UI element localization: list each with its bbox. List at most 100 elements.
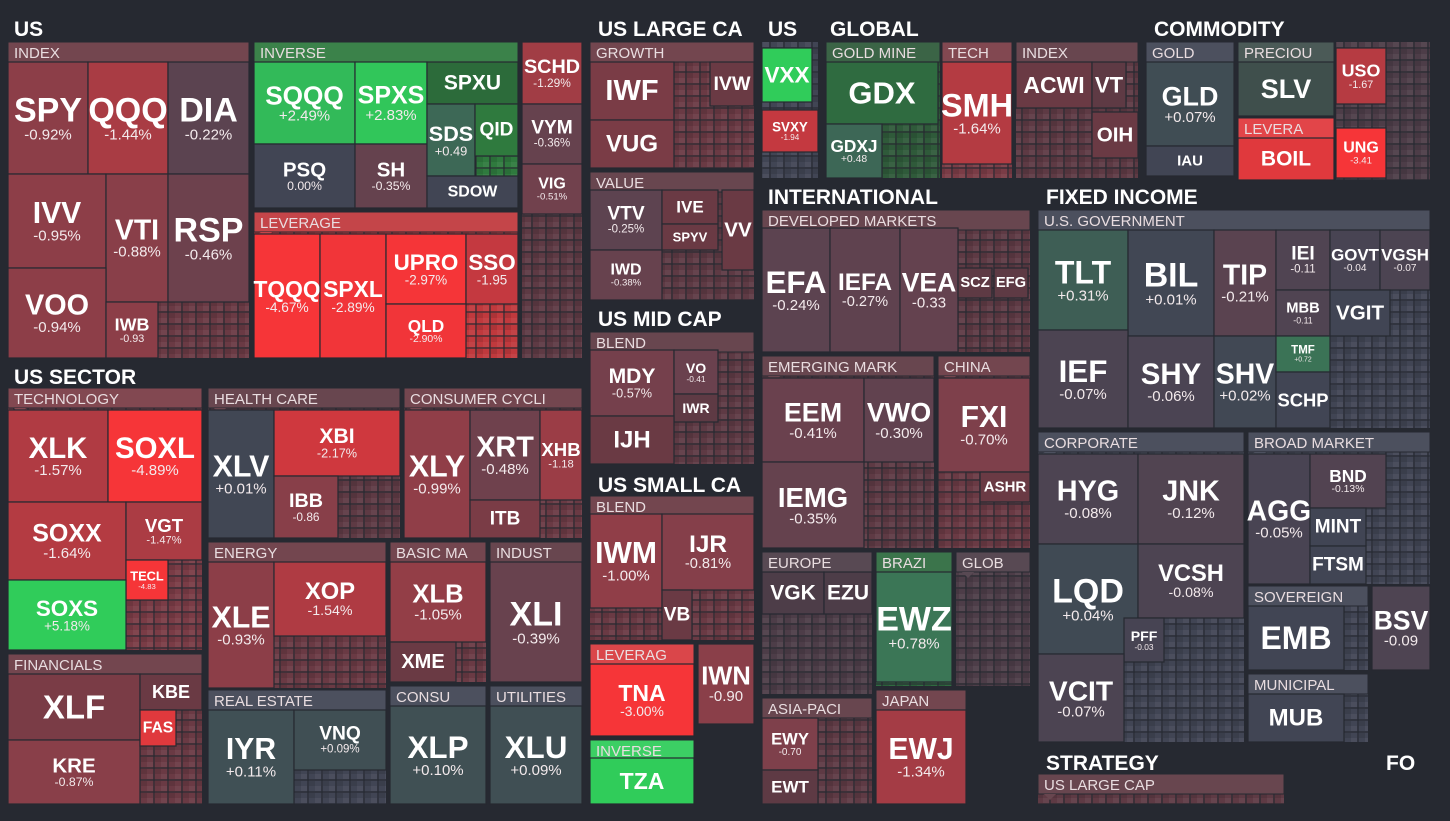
tile-ticker[interactable]: SH <box>377 158 405 181</box>
tile[interactable] <box>1091 111 1139 159</box>
tile-change[interactable]: -0.35% <box>789 510 837 527</box>
tile-ticker[interactable]: GDXJ <box>830 136 877 156</box>
tile-change[interactable]: +0.01% <box>215 481 266 498</box>
tile-ticker[interactable]: EZU <box>827 582 869 605</box>
tile[interactable] <box>1371 585 1431 671</box>
tile-ticker[interactable]: XLU <box>505 730 568 765</box>
tile[interactable] <box>1145 61 1235 147</box>
tile-ticker[interactable]: TECL <box>130 569 164 584</box>
tile-ticker[interactable]: GDX <box>848 76 916 111</box>
tile-change[interactable]: +0.09% <box>320 744 359 756</box>
tile-ticker[interactable]: SHV <box>1216 359 1274 391</box>
tile-change[interactable]: -1.05% <box>414 606 462 623</box>
tile-change[interactable]: -0.11 <box>1293 315 1313 325</box>
tile-ticker[interactable]: VV <box>724 219 752 242</box>
tile-ticker[interactable]: XHB <box>541 439 580 460</box>
tile[interactable] <box>521 163 583 215</box>
tile-ticker[interactable]: USO <box>1342 61 1381 81</box>
tile-ticker[interactable]: SPY <box>14 92 82 130</box>
tile[interactable] <box>1309 453 1387 509</box>
tile[interactable] <box>389 561 487 643</box>
tile-ticker[interactable]: VGIT <box>1336 302 1384 325</box>
tile-change[interactable]: -1.57% <box>34 462 82 479</box>
tile-change[interactable]: +0.31% <box>1057 288 1108 305</box>
tile[interactable] <box>207 709 295 805</box>
tile-change[interactable]: -2.17% <box>317 447 357 461</box>
tile[interactable] <box>957 267 993 299</box>
tile[interactable] <box>7 501 127 581</box>
tile-ticker[interactable]: VGK <box>770 582 816 605</box>
tile[interactable] <box>1329 229 1381 291</box>
tile-ticker[interactable]: IVE <box>676 198 703 217</box>
tile-change[interactable]: -0.92% <box>24 127 72 144</box>
tile[interactable] <box>1127 335 1215 429</box>
tile-ticker[interactable]: VWO <box>867 398 931 428</box>
tile-ticker[interactable]: XME <box>401 651 444 673</box>
tile[interactable] <box>474 103 519 157</box>
tile-change[interactable]: +0.02% <box>1219 388 1270 405</box>
tile-change[interactable]: -1.34% <box>897 764 945 781</box>
tile-ticker[interactable]: IWB <box>115 315 150 335</box>
tile-ticker[interactable]: TZA <box>620 768 665 794</box>
tile[interactable] <box>489 561 583 683</box>
tile-change[interactable]: -4.89% <box>131 462 179 479</box>
tile[interactable] <box>697 643 755 725</box>
tile-change[interactable]: -0.06% <box>1147 388 1195 405</box>
tile-ticker[interactable]: ACWI <box>1023 72 1084 98</box>
tile-ticker[interactable]: DIA <box>179 92 238 130</box>
tile-ticker[interactable]: IBB <box>289 490 323 512</box>
tile-ticker[interactable]: FXI <box>961 401 1008 434</box>
tile[interactable] <box>589 249 663 301</box>
tile[interactable] <box>403 409 471 539</box>
tile[interactable] <box>389 705 487 805</box>
tile-ticker[interactable]: VXX <box>764 63 809 88</box>
tile-change[interactable]: -1.95 <box>477 273 508 288</box>
tile-change[interactable]: -1.54% <box>308 603 353 619</box>
tile-change[interactable]: 0.00% <box>287 179 322 193</box>
tile-ticker[interactable]: SVXY <box>772 119 808 134</box>
tile[interactable] <box>825 61 939 125</box>
tile[interactable] <box>469 409 541 501</box>
tile[interactable] <box>125 559 169 601</box>
tile-change[interactable]: -0.94% <box>33 319 81 336</box>
tile[interactable] <box>589 61 675 121</box>
tile[interactable] <box>7 739 141 805</box>
tile-change[interactable]: -4.67% <box>265 300 308 315</box>
tile[interactable] <box>105 301 159 359</box>
tile[interactable] <box>426 175 519 209</box>
tile-ticker[interactable]: SDOW <box>448 184 499 201</box>
tile-change[interactable]: -0.12% <box>1167 505 1215 522</box>
tile-ticker[interactable]: XLP <box>407 730 468 765</box>
tile-change[interactable]: +0.07% <box>1164 109 1215 126</box>
tile[interactable] <box>125 501 203 561</box>
tile-ticker[interactable]: BSV <box>1374 606 1429 636</box>
tile-change[interactable]: -0.27% <box>842 294 888 310</box>
tile-change[interactable]: -0.70 <box>779 747 802 758</box>
tile-ticker[interactable]: SPXL <box>323 276 383 302</box>
tile-change[interactable]: +0.11% <box>226 764 276 781</box>
tile[interactable] <box>761 47 813 103</box>
tile[interactable] <box>354 143 428 209</box>
tile[interactable] <box>1213 229 1277 337</box>
tile-ticker[interactable]: VCSH <box>1158 561 1224 587</box>
tile-ticker[interactable]: SCZ <box>960 275 989 291</box>
tile-ticker[interactable]: VIG <box>538 176 566 193</box>
tile-ticker[interactable]: SOXL <box>115 432 195 465</box>
tile-ticker[interactable]: SOXX <box>32 520 102 548</box>
tile-ticker[interactable]: SOXS <box>36 596 98 621</box>
tile-ticker[interactable]: TIP <box>1223 260 1267 292</box>
tile-ticker[interactable]: XLK <box>29 432 88 465</box>
tile-ticker[interactable]: VB <box>664 605 691 626</box>
tile-ticker[interactable]: PSQ <box>283 158 326 181</box>
tile-change[interactable]: +0.10% <box>412 762 463 779</box>
tile[interactable] <box>1123 617 1165 663</box>
tile[interactable] <box>87 61 169 175</box>
tile[interactable] <box>589 757 695 805</box>
tile-change[interactable]: -1.67 <box>1349 79 1374 91</box>
tile-ticker[interactable]: IYR <box>226 733 276 766</box>
tile-ticker[interactable]: SCHP <box>1277 390 1328 411</box>
tile[interactable] <box>721 189 755 271</box>
tile[interactable] <box>1237 137 1335 181</box>
tile-change[interactable]: -1.00% <box>602 568 650 585</box>
tile[interactable] <box>354 61 428 145</box>
